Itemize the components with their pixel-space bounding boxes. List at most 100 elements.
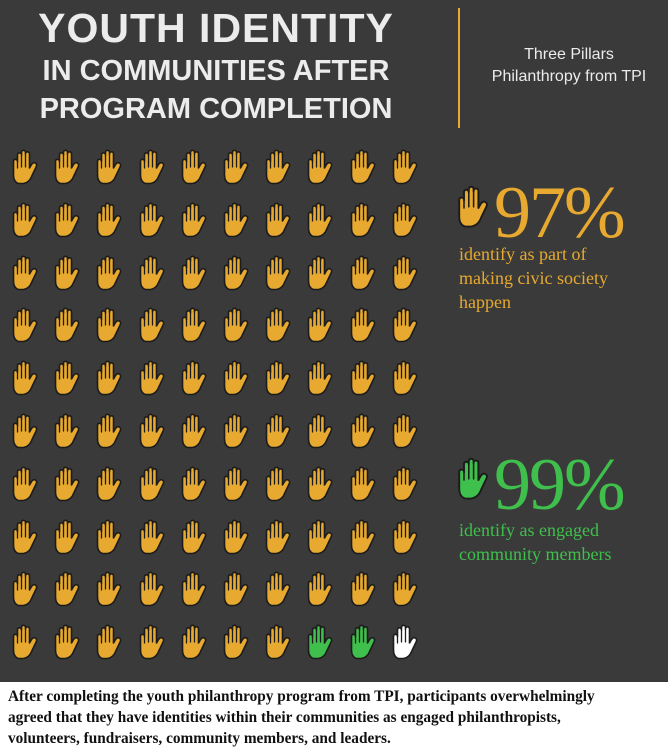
title-line-1: YOUTH IDENTITY bbox=[38, 5, 394, 51]
raised-hand-icon bbox=[52, 201, 82, 241]
raised-hand-icon bbox=[221, 570, 251, 610]
raised-hand-icon bbox=[390, 570, 420, 610]
raised-hand-icon bbox=[221, 148, 251, 188]
raised-hand-icon bbox=[221, 359, 251, 399]
raised-hand-icon bbox=[263, 518, 293, 558]
raised-hand-icon bbox=[94, 570, 124, 610]
raised-hand-icon bbox=[52, 465, 82, 505]
page-title: YOUTH IDENTITY IN COMMUNITIES AFTER PROG… bbox=[10, 4, 422, 128]
raised-hand-icon bbox=[137, 623, 167, 663]
raised-hand-icon bbox=[94, 254, 124, 294]
raised-hand-icon bbox=[94, 148, 124, 188]
raised-hand-icon bbox=[263, 359, 293, 399]
raised-hand-icon bbox=[10, 412, 40, 452]
raised-hand-icon bbox=[348, 201, 378, 241]
raised-hand-icon bbox=[348, 254, 378, 294]
raised-hand-icon bbox=[305, 518, 335, 558]
raised-hand-icon bbox=[348, 359, 378, 399]
raised-hand-icon bbox=[179, 518, 209, 558]
raised-hand-icon bbox=[348, 518, 378, 558]
raised-hand-icon bbox=[390, 518, 420, 558]
raised-hand-icon bbox=[94, 412, 124, 452]
raised-hand-icon bbox=[52, 623, 82, 663]
raised-hand-icon bbox=[179, 148, 209, 188]
organization-line-2: Philanthropy from TPI bbox=[491, 68, 647, 85]
raised-hand-icon bbox=[52, 518, 82, 558]
organization-name: Three Pillars Philanthropy from TPI bbox=[470, 44, 668, 88]
raised-hand-icon bbox=[52, 306, 82, 346]
raised-hand-icon bbox=[348, 306, 378, 346]
raised-hand-icon bbox=[348, 412, 378, 452]
raised-hand-icon bbox=[52, 359, 82, 399]
raised-hand-icon bbox=[455, 456, 491, 504]
raised-hand-icon bbox=[390, 359, 420, 399]
raised-hand-icon bbox=[94, 518, 124, 558]
raised-hand-icon bbox=[10, 465, 40, 505]
raised-hand-icon bbox=[94, 465, 124, 505]
raised-hand-icon bbox=[179, 465, 209, 505]
caption: After completing the youth philanthropy … bbox=[8, 686, 660, 749]
raised-hand-icon bbox=[179, 306, 209, 346]
raised-hand-icon bbox=[137, 518, 167, 558]
raised-hand-icon bbox=[94, 623, 124, 663]
raised-hand-icon bbox=[10, 623, 40, 663]
raised-hand-icon bbox=[263, 465, 293, 505]
raised-hand-icon bbox=[348, 570, 378, 610]
stat-99-line-1: identify as engaged bbox=[459, 520, 599, 540]
raised-hand-icon bbox=[137, 570, 167, 610]
raised-hand-icon bbox=[263, 412, 293, 452]
raised-hand-icon bbox=[137, 254, 167, 294]
raised-hand-icon bbox=[221, 412, 251, 452]
stat-97-description: identify as part of making civic society… bbox=[459, 242, 608, 314]
raised-hand-icon bbox=[10, 306, 40, 346]
raised-hand-icon bbox=[137, 465, 167, 505]
raised-hand-icon bbox=[179, 570, 209, 610]
infographic-panel: YOUTH IDENTITY IN COMMUNITIES AFTER PROG… bbox=[0, 0, 668, 682]
stat-97-line-2: making civic society bbox=[459, 268, 608, 288]
raised-hand-icon bbox=[390, 412, 420, 452]
raised-hand-icon bbox=[179, 201, 209, 241]
raised-hand-icon bbox=[179, 412, 209, 452]
raised-hand-icon bbox=[137, 201, 167, 241]
raised-hand-icon bbox=[305, 306, 335, 346]
raised-hand-icon bbox=[221, 518, 251, 558]
raised-hand-icon bbox=[263, 623, 293, 663]
raised-hand-icon bbox=[52, 254, 82, 294]
raised-hand-icon bbox=[390, 623, 420, 663]
raised-hand-icon bbox=[221, 623, 251, 663]
raised-hand-icon bbox=[305, 201, 335, 241]
raised-hand-icon bbox=[263, 201, 293, 241]
title-line-3: PROGRAM COMPLETION bbox=[39, 93, 393, 125]
raised-hand-icon bbox=[179, 623, 209, 663]
raised-hand-icon bbox=[137, 148, 167, 188]
raised-hand-icon bbox=[390, 148, 420, 188]
raised-hand-icon bbox=[390, 465, 420, 505]
raised-hand-icon bbox=[305, 623, 335, 663]
raised-hand-icon bbox=[305, 254, 335, 294]
raised-hand-icon bbox=[390, 306, 420, 346]
raised-hand-icon bbox=[390, 254, 420, 294]
raised-hand-icon bbox=[348, 623, 378, 663]
raised-hand-icon bbox=[305, 570, 335, 610]
caption-line-3: volunteers, fundraisers, community membe… bbox=[8, 730, 391, 747]
raised-hand-icon bbox=[52, 570, 82, 610]
stat-99-value: 99% bbox=[494, 444, 626, 526]
stat-99-description: identify as engaged community members bbox=[459, 518, 611, 566]
raised-hand-icon bbox=[137, 306, 167, 346]
raised-hand-icon bbox=[221, 254, 251, 294]
raised-hand-icon bbox=[455, 184, 491, 232]
stat-99-line-2: community members bbox=[459, 544, 612, 564]
raised-hand-icon bbox=[263, 306, 293, 346]
divider-line bbox=[458, 8, 460, 128]
caption-line-1: After completing the youth philanthropy … bbox=[8, 688, 595, 705]
raised-hand-icon bbox=[348, 465, 378, 505]
stat-97-line-3: happen bbox=[459, 292, 511, 312]
raised-hand-icon bbox=[263, 570, 293, 610]
raised-hand-icon bbox=[179, 359, 209, 399]
raised-hand-icon bbox=[10, 254, 40, 294]
raised-hand-icon bbox=[179, 254, 209, 294]
raised-hand-icon bbox=[94, 359, 124, 399]
title-line-2: IN COMMUNITIES AFTER bbox=[42, 55, 390, 87]
raised-hand-icon bbox=[10, 359, 40, 399]
raised-hand-icon bbox=[221, 306, 251, 346]
